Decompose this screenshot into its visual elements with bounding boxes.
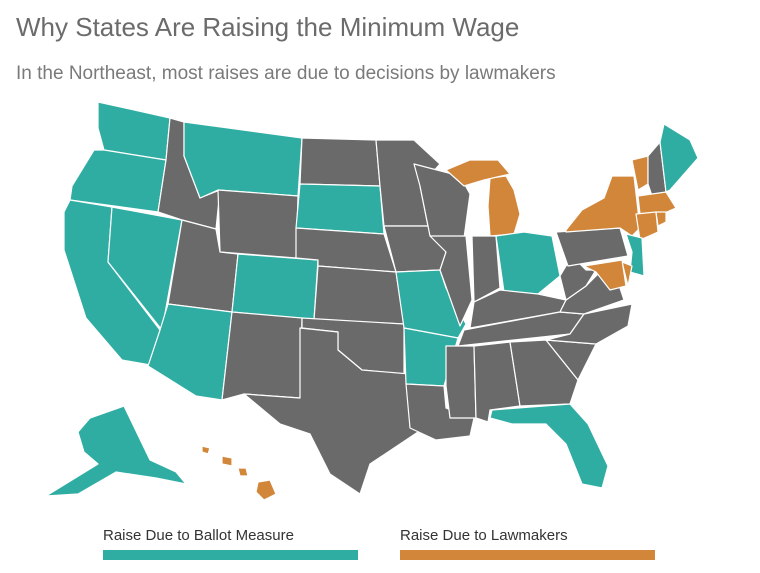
state-kansas — [313, 265, 405, 325]
legend-swatch-ballot — [103, 550, 358, 560]
state-wyoming — [217, 189, 299, 259]
state-connecticut — [635, 211, 659, 241]
state-mississippi — [445, 345, 477, 419]
map-subtitle: In the Northeast, most raises are due to… — [16, 63, 556, 84]
state-maryland — [583, 259, 627, 291]
state-massachusetts — [637, 191, 677, 215]
state-georgia — [509, 339, 579, 407]
state-florida — [489, 403, 609, 489]
state-hawaii-4 — [255, 479, 277, 501]
state-louisiana — [405, 383, 475, 441]
state-michigan — [487, 175, 521, 237]
state-montana — [183, 121, 303, 199]
map-title: Why States Are Raising the Minimum Wage — [16, 12, 520, 42]
state-delaware — [621, 261, 633, 287]
state-hawaii-3 — [237, 467, 249, 477]
state-new-york — [565, 175, 641, 237]
state-maine — [659, 123, 699, 193]
legend-label-lawmakers: Raise Due to Lawmakers — [400, 527, 568, 544]
state-colorado — [231, 253, 319, 321]
legend-item-ballot: Raise Due to Ballot Measure — [103, 527, 358, 560]
state-rhode-island — [655, 211, 667, 227]
legend-label-ballot: Raise Due to Ballot Measure — [103, 527, 294, 544]
state-alaska — [45, 405, 187, 497]
state-hawaii-2 — [221, 455, 233, 467]
legend-swatch-lawmakers — [400, 550, 655, 560]
state-north-dakota — [299, 137, 381, 187]
state-ohio — [495, 231, 561, 295]
state-michigan-up — [445, 159, 511, 187]
legend-item-lawmakers: Raise Due to Lawmakers — [400, 527, 655, 560]
state-new-mexico — [221, 311, 303, 401]
state-indiana — [471, 235, 501, 303]
state-texas — [243, 327, 419, 495]
state-new-jersey — [625, 233, 645, 277]
state-illinois — [429, 235, 473, 327]
state-hawaii-1 — [201, 445, 211, 455]
state-south-dakota — [295, 183, 385, 235]
us-states-map — [45, 101, 699, 501]
